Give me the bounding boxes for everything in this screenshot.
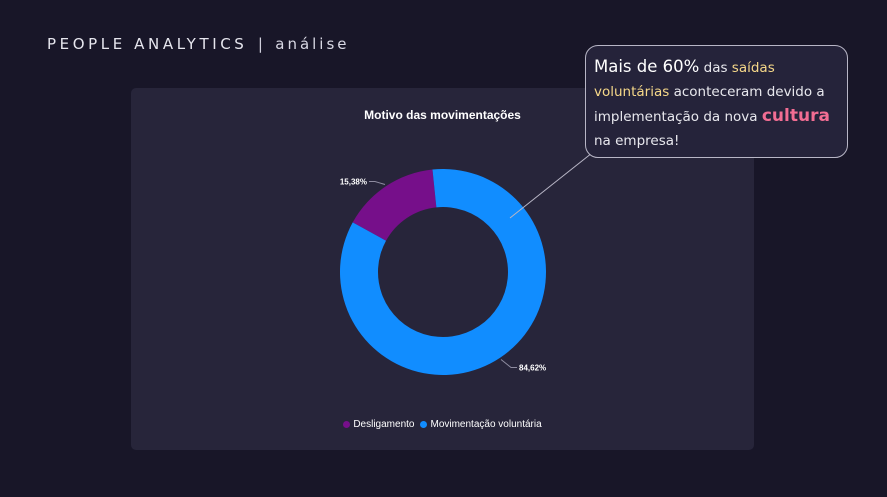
callout-big-text: Mais de 60% xyxy=(594,57,700,76)
data-label-leader-1 xyxy=(368,180,386,185)
header-subtitle: análise xyxy=(275,35,350,53)
callout-text-2: aconteceram devido a implementação da no… xyxy=(594,84,825,125)
page-header: PEOPLE ANALYTICS | análise xyxy=(47,35,350,53)
callout-accent: cultura xyxy=(761,106,830,126)
legend-swatch-2 xyxy=(420,421,428,428)
header-title: PEOPLE ANALYTICS xyxy=(47,35,248,53)
legend-item-1[interactable]: Desligamento xyxy=(343,419,414,430)
insight-callout: Mais de 60% das saídas voluntárias acont… xyxy=(585,45,848,158)
data-label-leader-2 xyxy=(500,359,518,369)
header-separator: | xyxy=(257,35,263,53)
donut-chart: 15,38% 84,62% xyxy=(340,169,546,375)
legend-item-2[interactable]: Movimentação voluntária xyxy=(420,419,542,430)
callout-highlight: saídas voluntárias xyxy=(594,60,775,100)
data-label-1: 15,38% xyxy=(340,177,367,186)
donut-slice-1[interactable] xyxy=(352,169,437,241)
data-label-2: 84,62% xyxy=(519,364,546,373)
legend-label-1: Desligamento xyxy=(353,419,415,430)
chart-title: Motivo das movimentações xyxy=(364,108,521,122)
legend-label-2: Movimentação voluntária xyxy=(430,419,542,430)
donut-slice-2[interactable] xyxy=(340,169,546,375)
callout-text-3: na empresa! xyxy=(594,133,680,149)
chart-legend: Desligamento Movimentação voluntária xyxy=(131,419,754,430)
callout-text-1: das xyxy=(699,60,732,76)
legend-swatch-1 xyxy=(343,421,351,428)
